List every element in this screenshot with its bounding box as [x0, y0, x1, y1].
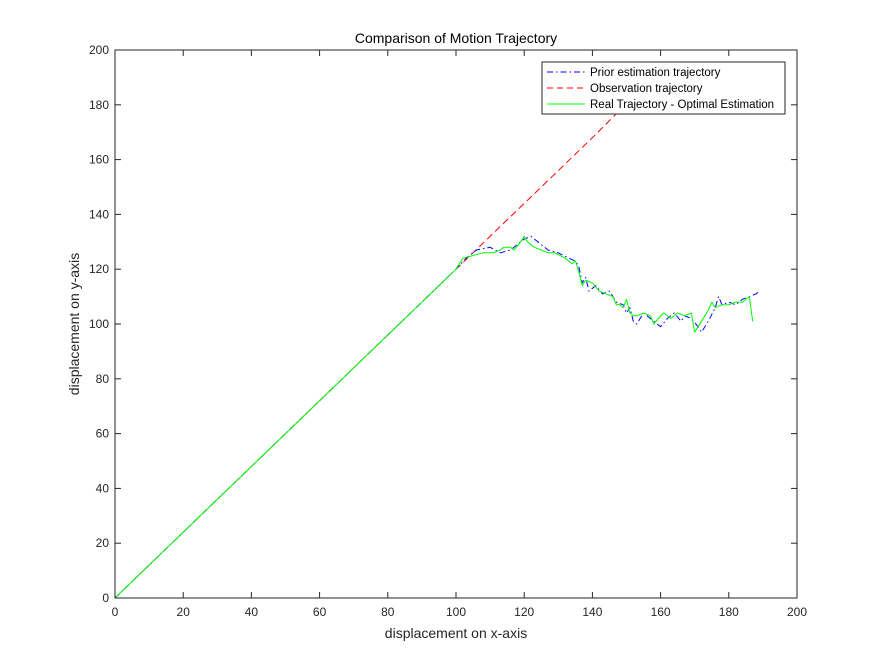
x-tick-label-40: 40: [245, 605, 259, 619]
x-tick-label-20: 20: [177, 605, 191, 619]
chart-title: Comparison of Motion Trajectory: [355, 30, 557, 46]
x-tick-label-200: 200: [787, 605, 807, 619]
y-tick-label-140: 140: [89, 207, 109, 221]
x-tick-label-140: 140: [582, 605, 602, 619]
y-axis-label: displacement on y-axis: [66, 253, 82, 395]
y-tick-label-180: 180: [89, 98, 109, 112]
x-tick-label-60: 60: [313, 605, 327, 619]
x-tick-label-180: 180: [719, 605, 739, 619]
y-tick-label-60: 60: [96, 427, 110, 441]
y-tick-label-120: 120: [89, 262, 109, 276]
legend-label-prior: Prior estimation trajectory: [590, 67, 721, 79]
x-tick-label-120: 120: [514, 605, 534, 619]
y-tick-label-20: 20: [96, 536, 110, 550]
legend-label-real: Real Trajectory - Optimal Estimation: [590, 99, 774, 111]
x-tick-label-160: 160: [651, 605, 671, 619]
plot-area: [115, 50, 797, 598]
x-tick-label-80: 80: [381, 605, 395, 619]
y-tick-label-160: 160: [89, 153, 109, 167]
legend: Prior estimation trajectory Observation …: [541, 61, 786, 115]
y-tick-label-200: 200: [89, 43, 109, 57]
x-tick-label-100: 100: [446, 605, 466, 619]
series-line-prior-estimation: [115, 235, 760, 598]
x-tick-label-0: 0: [112, 605, 119, 619]
y-tick-label-40: 40: [96, 481, 110, 495]
y-tick-label-80: 80: [96, 372, 110, 386]
series-layer: [115, 109, 760, 598]
tick-layer: 0 20 40 60 80 100 120 140 160 180 200 0 20 40 60 80 100 1…: [89, 43, 807, 619]
y-tick-label-0: 0: [102, 591, 109, 605]
series-line-real-optimal-estimation: [115, 235, 754, 598]
y-tick-label-100: 100: [89, 317, 109, 331]
legend-label-observation: Observation trajectory: [590, 83, 703, 95]
x-axis-label: displacement on x-axis: [385, 625, 527, 641]
